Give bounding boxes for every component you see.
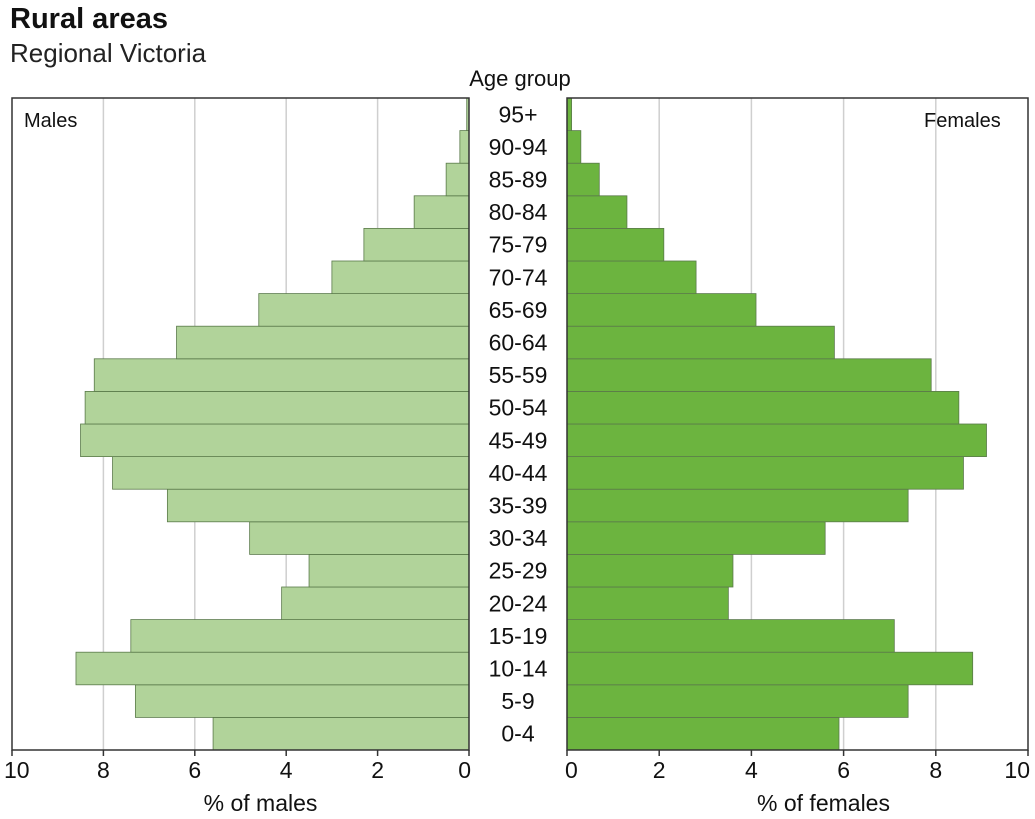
- males-tick-label: 4: [280, 757, 293, 783]
- male-bar-90-94: [459, 130, 470, 164]
- male-bar-85-89: [445, 162, 470, 197]
- age-group-label: 40-44: [489, 460, 548, 486]
- female-bar-0-4: [566, 717, 840, 751]
- male-bar-15-19: [130, 619, 470, 653]
- age-group-label: 30-34: [489, 525, 548, 551]
- age-group-label: 75-79: [489, 232, 548, 258]
- females-tick-label: 0: [565, 757, 578, 783]
- age-group-label: 50-54: [489, 395, 548, 421]
- age-group-label: 45-49: [489, 427, 548, 453]
- female-bar-90-94: [566, 130, 582, 164]
- female-bar-20-24: [566, 586, 729, 620]
- female-bar-60-64: [566, 325, 835, 360]
- female-bar-70-74: [566, 260, 697, 294]
- male-bar-40-44: [112, 456, 470, 490]
- female-bar-75-79: [566, 227, 665, 262]
- female-bar-85-89: [566, 162, 600, 197]
- males-tick-label: 10: [4, 757, 30, 783]
- male-bar-0-4: [212, 717, 470, 751]
- chart-subtitle: Regional Victoria: [10, 38, 207, 68]
- male-bar-50-54: [84, 390, 470, 425]
- female-bar-35-39: [566, 488, 909, 523]
- age-group-label: 65-69: [489, 297, 548, 323]
- age-group-label: 15-19: [489, 623, 548, 649]
- male-bar-30-34: [249, 521, 470, 555]
- females-x-axis-label: % of females: [757, 790, 890, 816]
- age-axis-title: Age group: [469, 66, 571, 91]
- age-group-label: 25-29: [489, 558, 548, 584]
- females-tick-label: 2: [653, 757, 666, 783]
- age-group-label: 95+: [498, 101, 537, 127]
- male-bar-75-79: [363, 227, 470, 262]
- male-bar-5-9: [134, 684, 470, 718]
- females-tick-label: 4: [745, 757, 758, 783]
- age-group-label: 20-24: [489, 590, 548, 616]
- age-group-label: 10-14: [489, 656, 548, 682]
- male-bar-10-14: [75, 651, 470, 686]
- females-tick-label: 6: [837, 757, 850, 783]
- female-bar-80-84: [566, 195, 628, 229]
- females-plot-frame: [566, 97, 1029, 751]
- female-bar-25-29: [566, 554, 734, 588]
- female-bar-45-49: [566, 423, 987, 457]
- males-tick-label: 0: [458, 757, 471, 783]
- male-bar-60-64: [176, 325, 470, 360]
- female-bar-50-54: [566, 390, 960, 425]
- male-bar-70-74: [331, 260, 470, 294]
- male-bar-35-39: [166, 488, 470, 523]
- age-group-label: 35-39: [489, 493, 548, 519]
- male-bar-45-49: [80, 423, 470, 457]
- male-bar-25-29: [308, 554, 470, 588]
- female-bar-5-9: [566, 684, 909, 718]
- female-bar-40-44: [566, 456, 964, 490]
- male-bar-20-24: [281, 586, 470, 620]
- female-bar-55-59: [566, 358, 932, 392]
- females-panel-label: Females: [924, 110, 1001, 132]
- females-tick-label: 8: [929, 757, 942, 783]
- males-tick-label: 6: [188, 757, 201, 783]
- male-bar-55-59: [93, 358, 470, 392]
- female-bar-15-19: [566, 619, 895, 653]
- male-bar-80-84: [413, 195, 470, 229]
- female-bar-30-34: [566, 521, 826, 555]
- age-group-label: 55-59: [489, 362, 548, 388]
- age-group-label: 70-74: [489, 264, 548, 290]
- males-panel-label: Males: [24, 110, 78, 132]
- males-x-axis-label: % of males: [203, 790, 318, 816]
- chart-title: Rural areas: [10, 3, 168, 35]
- age-group-label: 60-64: [489, 330, 548, 356]
- males-tick-label: 2: [371, 757, 384, 783]
- female-bar-65-69: [566, 293, 757, 327]
- age-group-label: 0-4: [501, 721, 534, 747]
- age-group-label: 80-84: [489, 199, 548, 225]
- male-bar-65-69: [258, 293, 470, 327]
- males-tick-label: 8: [97, 757, 110, 783]
- age-group-label: 85-89: [489, 167, 548, 193]
- age-group-label: 90-94: [489, 134, 548, 160]
- age-group-label: 5-9: [501, 688, 534, 714]
- female-bar-10-14: [566, 651, 974, 686]
- males-plot-frame: [11, 97, 470, 751]
- females-tick-label: 10: [1004, 757, 1030, 783]
